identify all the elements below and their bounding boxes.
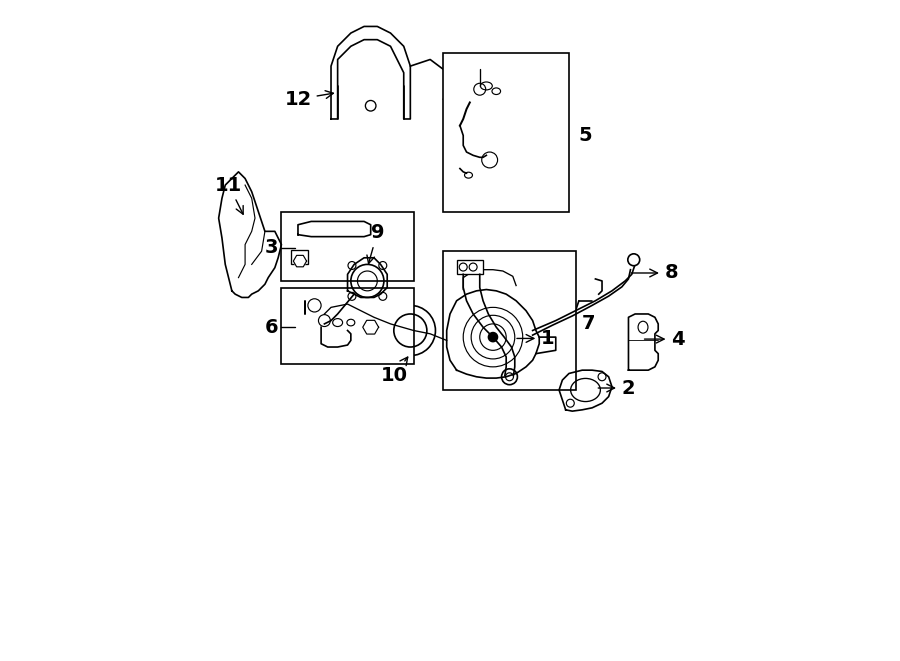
- Bar: [292, 250, 308, 264]
- Circle shape: [628, 254, 640, 266]
- Text: 12: 12: [284, 90, 333, 108]
- Polygon shape: [219, 172, 282, 297]
- Bar: [282, 212, 414, 281]
- Bar: [282, 288, 414, 364]
- Text: 7: 7: [582, 315, 596, 333]
- Text: 9: 9: [367, 223, 384, 264]
- Polygon shape: [536, 337, 556, 354]
- Text: 8: 8: [631, 264, 679, 282]
- Polygon shape: [628, 314, 658, 370]
- Text: 6: 6: [265, 318, 278, 336]
- Bar: [444, 251, 576, 390]
- Polygon shape: [559, 370, 612, 411]
- Text: 11: 11: [215, 176, 243, 214]
- Text: 10: 10: [381, 357, 408, 385]
- Text: 3: 3: [265, 239, 278, 257]
- Text: 1: 1: [517, 329, 554, 348]
- Polygon shape: [446, 290, 539, 378]
- Text: 4: 4: [644, 330, 685, 348]
- Polygon shape: [347, 258, 387, 297]
- Polygon shape: [298, 221, 371, 237]
- Circle shape: [489, 332, 498, 342]
- Text: 5: 5: [579, 126, 592, 145]
- Bar: [444, 53, 569, 212]
- Polygon shape: [363, 321, 379, 334]
- Circle shape: [385, 305, 436, 356]
- Bar: [456, 260, 483, 274]
- Polygon shape: [293, 255, 307, 267]
- Text: 2: 2: [598, 379, 635, 397]
